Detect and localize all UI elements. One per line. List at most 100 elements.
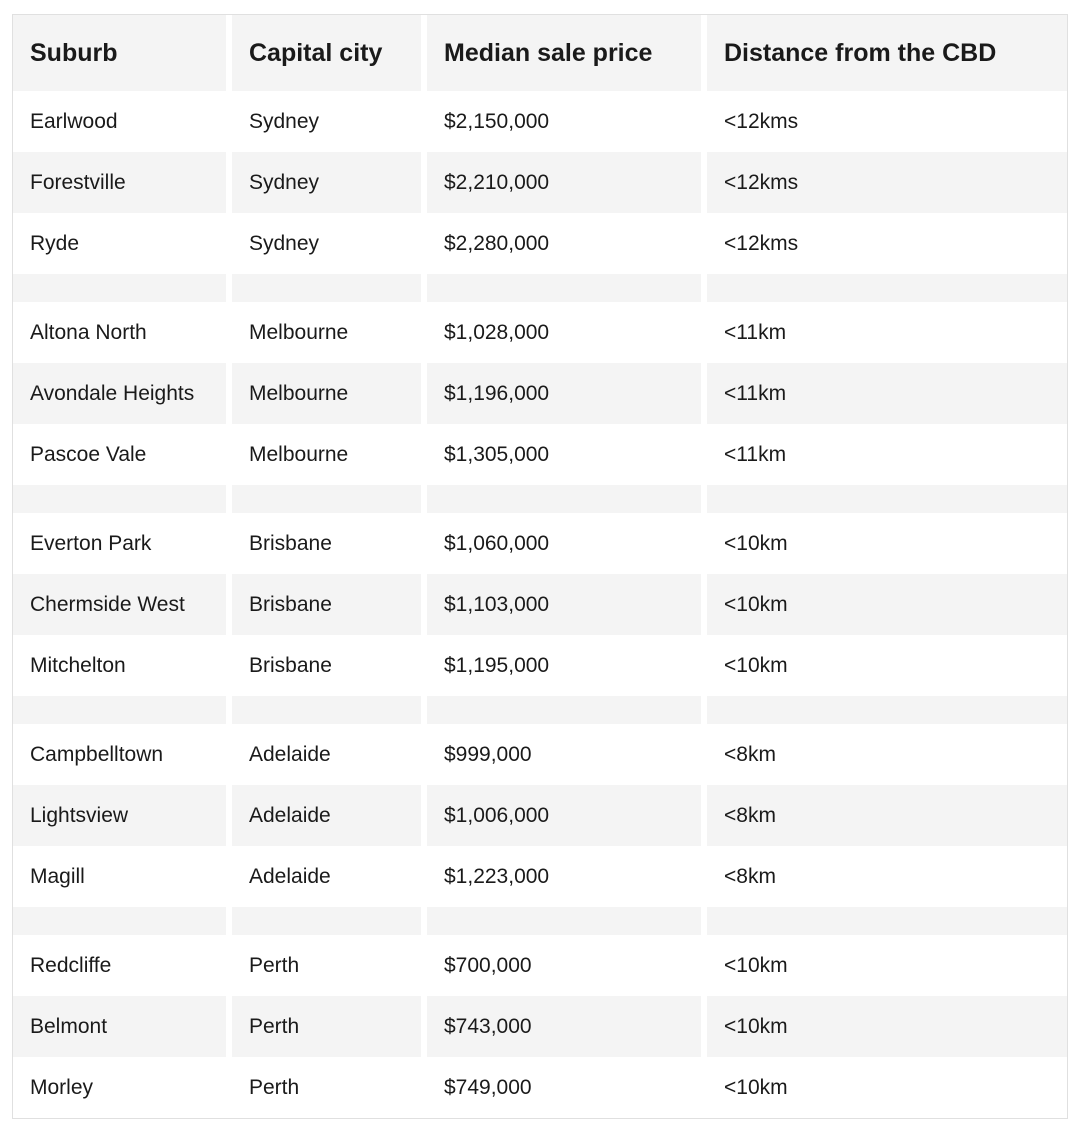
column-header-median-sale-price: Median sale price <box>421 15 701 91</box>
cell-distance-from-cbd: <11km <box>701 302 1067 363</box>
cell-capital-city: Sydney <box>226 91 421 152</box>
cell-median-sale-price: $2,210,000 <box>421 152 701 213</box>
table-row: Mitchelton Brisbane $1,195,000 <10km <box>13 635 1067 696</box>
cell-suburb: Redcliffe <box>13 935 226 996</box>
table-row: Lightsview Adelaide $1,006,000 <8km <box>13 785 1067 846</box>
spacer-cell <box>226 907 421 935</box>
cell-median-sale-price: $700,000 <box>421 935 701 996</box>
cell-suburb: Lightsview <box>13 785 226 846</box>
cell-median-sale-price: $743,000 <box>421 996 701 1057</box>
spacer-row <box>13 485 1067 513</box>
cell-suburb: Altona North <box>13 302 226 363</box>
cell-median-sale-price: $1,305,000 <box>421 424 701 485</box>
cell-suburb: Chermside West <box>13 574 226 635</box>
cell-capital-city: Brisbane <box>226 513 421 574</box>
cell-median-sale-price: $1,196,000 <box>421 363 701 424</box>
cell-median-sale-price: $1,103,000 <box>421 574 701 635</box>
cell-distance-from-cbd: <10km <box>701 935 1067 996</box>
column-header-capital-city: Capital city <box>226 15 421 91</box>
spacer-cell <box>421 907 701 935</box>
cell-median-sale-price: $2,150,000 <box>421 91 701 152</box>
cell-distance-from-cbd: <10km <box>701 574 1067 635</box>
table-row: Belmont Perth $743,000 <10km <box>13 996 1067 1057</box>
cell-suburb: Avondale Heights <box>13 363 226 424</box>
cell-distance-from-cbd: <12kms <box>701 152 1067 213</box>
cell-suburb: Belmont <box>13 996 226 1057</box>
cell-median-sale-price: $1,223,000 <box>421 846 701 907</box>
table-row: Pascoe Vale Melbourne $1,305,000 <11km <box>13 424 1067 485</box>
cell-distance-from-cbd: <8km <box>701 846 1067 907</box>
table-row: Avondale Heights Melbourne $1,196,000 <11km <box>13 363 1067 424</box>
cell-suburb: Earlwood <box>13 91 226 152</box>
spacer-cell <box>226 274 421 302</box>
cell-capital-city: Perth <box>226 996 421 1057</box>
cell-distance-from-cbd: <12kms <box>701 213 1067 274</box>
cell-distance-from-cbd: <8km <box>701 785 1067 846</box>
cell-capital-city: Brisbane <box>226 574 421 635</box>
cell-median-sale-price: $999,000 <box>421 724 701 785</box>
cell-distance-from-cbd: <12kms <box>701 91 1067 152</box>
suburb-price-table: Suburb Capital city Median sale price Di… <box>12 14 1068 1119</box>
cell-capital-city: Adelaide <box>226 785 421 846</box>
cell-distance-from-cbd: <11km <box>701 424 1067 485</box>
spacer-cell <box>421 274 701 302</box>
spacer-cell <box>226 485 421 513</box>
table-body: Earlwood Sydney $2,150,000 <12kms Forestvill… <box>13 91 1067 1118</box>
cell-distance-from-cbd: <10km <box>701 513 1067 574</box>
spacer-cell <box>13 907 226 935</box>
table-row: Morley Perth $749,000 <10km <box>13 1057 1067 1118</box>
cell-capital-city: Melbourne <box>226 302 421 363</box>
cell-suburb: Mitchelton <box>13 635 226 696</box>
spacer-cell <box>701 696 1067 724</box>
spacer-cell <box>701 907 1067 935</box>
cell-distance-from-cbd: <8km <box>701 724 1067 785</box>
cell-median-sale-price: $749,000 <box>421 1057 701 1118</box>
cell-suburb: Everton Park <box>13 513 226 574</box>
cell-median-sale-price: $2,280,000 <box>421 213 701 274</box>
table-row: Forestville Sydney $2,210,000 <12kms <box>13 152 1067 213</box>
table-row: Altona North Melbourne $1,028,000 <11km <box>13 302 1067 363</box>
cell-capital-city: Perth <box>226 935 421 996</box>
cell-capital-city: Perth <box>226 1057 421 1118</box>
cell-suburb: Campbelltown <box>13 724 226 785</box>
spacer-cell <box>421 485 701 513</box>
spacer-cell <box>701 274 1067 302</box>
cell-distance-from-cbd: <10km <box>701 996 1067 1057</box>
cell-suburb: Magill <box>13 846 226 907</box>
cell-suburb: Morley <box>13 1057 226 1118</box>
cell-suburb: Forestville <box>13 152 226 213</box>
cell-capital-city: Adelaide <box>226 724 421 785</box>
table-row: Magill Adelaide $1,223,000 <8km <box>13 846 1067 907</box>
table-row: Everton Park Brisbane $1,060,000 <10km <box>13 513 1067 574</box>
spacer-cell <box>226 696 421 724</box>
cell-median-sale-price: $1,028,000 <box>421 302 701 363</box>
cell-median-sale-price: $1,060,000 <box>421 513 701 574</box>
table-row: Chermside West Brisbane $1,103,000 <10km <box>13 574 1067 635</box>
spacer-cell <box>13 696 226 724</box>
column-header-distance-from-cbd: Distance from the CBD <box>701 15 1067 91</box>
spacer-cell <box>701 485 1067 513</box>
cell-suburb: Ryde <box>13 213 226 274</box>
table-row: Redcliffe Perth $700,000 <10km <box>13 935 1067 996</box>
cell-capital-city: Adelaide <box>226 846 421 907</box>
spacer-row <box>13 274 1067 302</box>
spacer-cell <box>421 696 701 724</box>
cell-distance-from-cbd: <10km <box>701 1057 1067 1118</box>
cell-capital-city: Melbourne <box>226 363 421 424</box>
cell-capital-city: Brisbane <box>226 635 421 696</box>
spacer-row <box>13 907 1067 935</box>
cell-median-sale-price: $1,006,000 <box>421 785 701 846</box>
cell-capital-city: Sydney <box>226 152 421 213</box>
spacer-row <box>13 696 1067 724</box>
cell-suburb: Pascoe Vale <box>13 424 226 485</box>
cell-capital-city: Melbourne <box>226 424 421 485</box>
column-header-suburb: Suburb <box>13 15 226 91</box>
cell-distance-from-cbd: <10km <box>701 635 1067 696</box>
cell-distance-from-cbd: <11km <box>701 363 1067 424</box>
header-row: Suburb Capital city Median sale price Di… <box>13 15 1067 91</box>
table-row: Earlwood Sydney $2,150,000 <12kms <box>13 91 1067 152</box>
cell-capital-city: Sydney <box>226 213 421 274</box>
cell-median-sale-price: $1,195,000 <box>421 635 701 696</box>
table-row: Campbelltown Adelaide $999,000 <8km <box>13 724 1067 785</box>
